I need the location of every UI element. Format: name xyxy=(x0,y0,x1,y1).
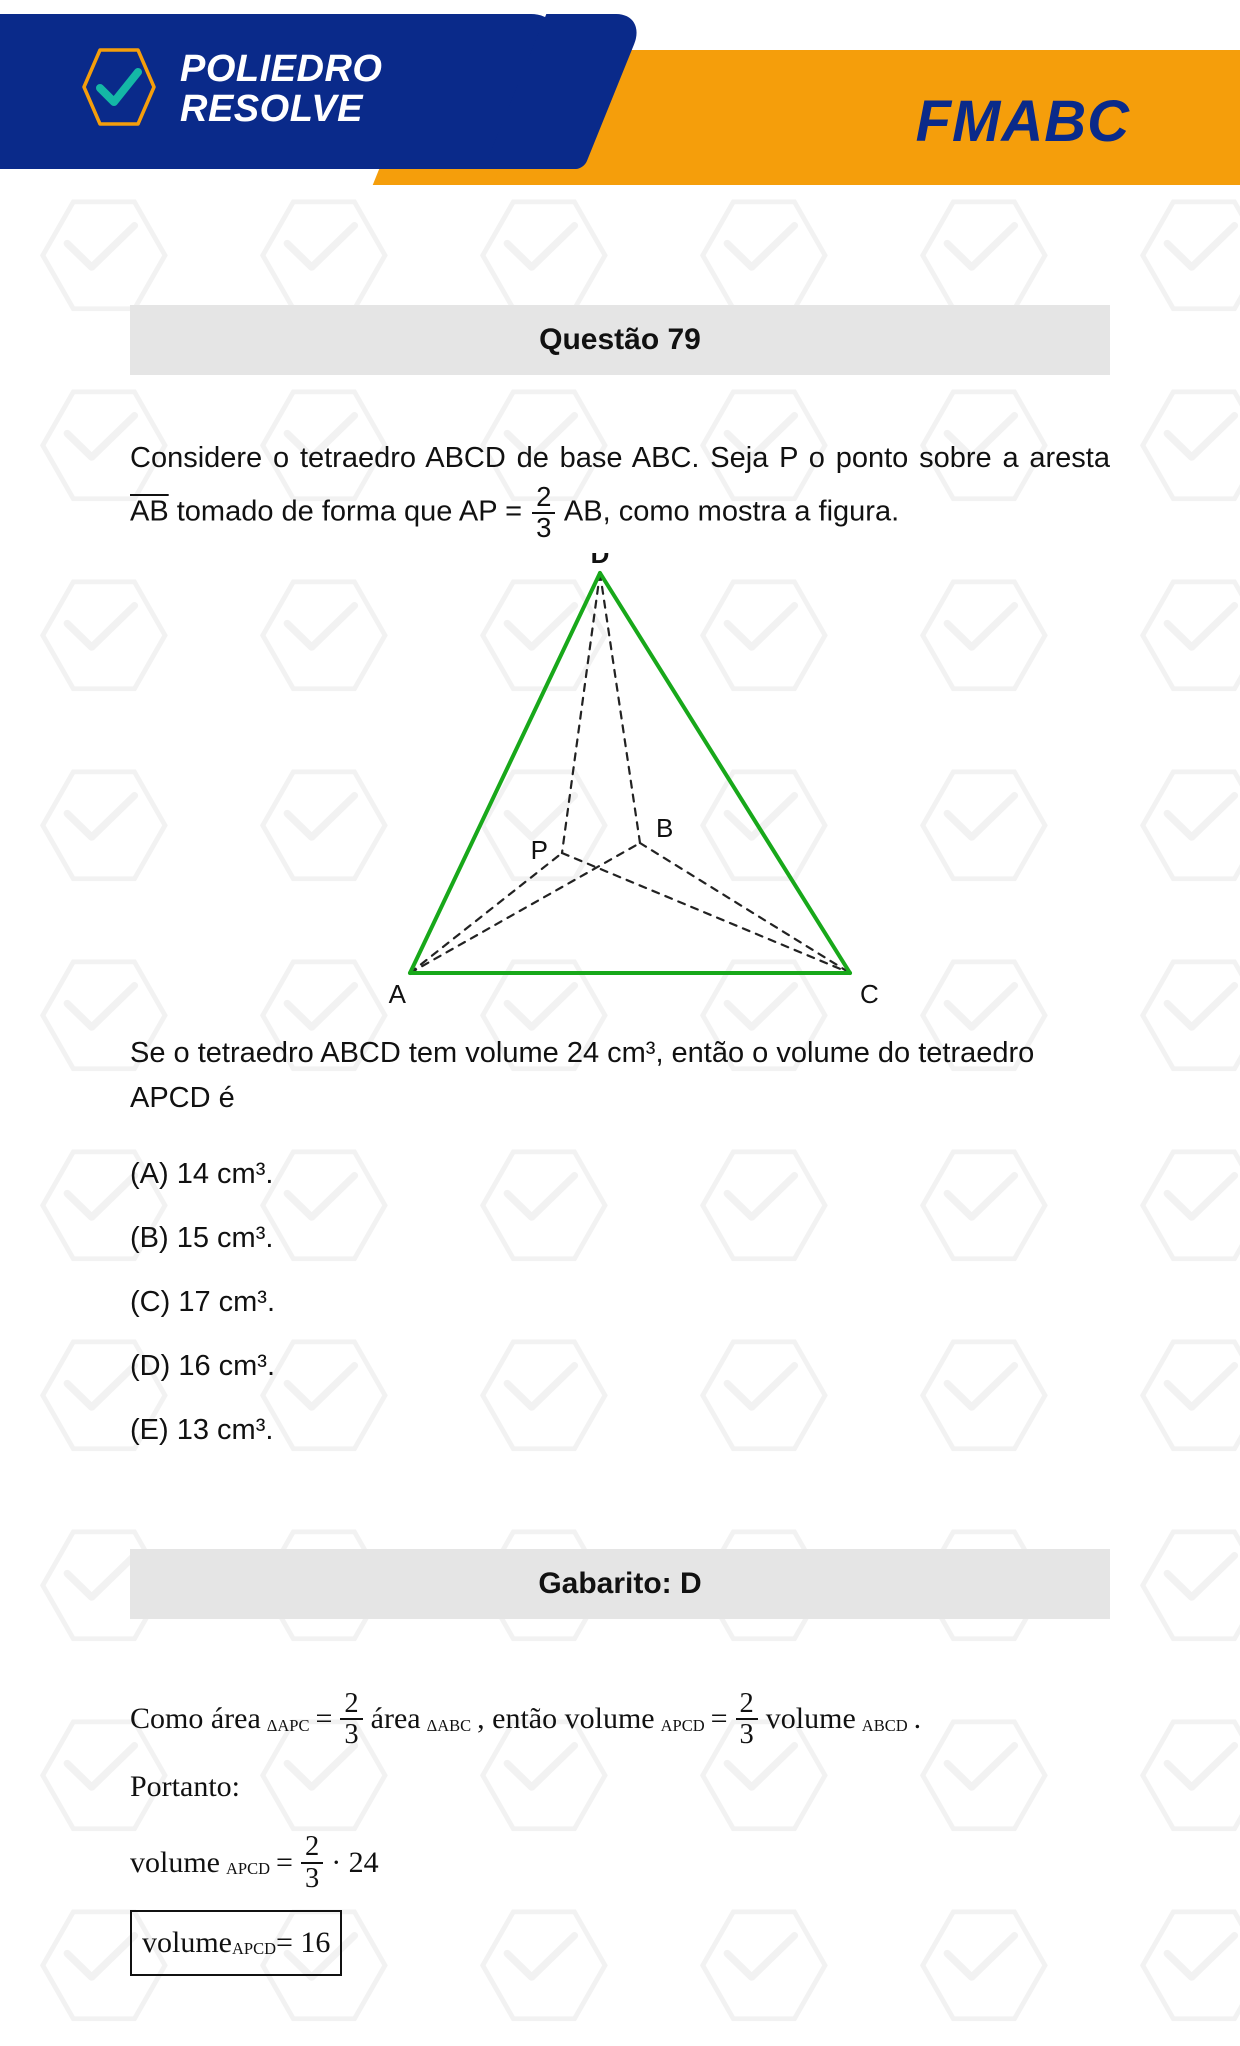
brand: POLIEDRO RESOLVE xyxy=(80,44,382,135)
sol1-eq1: = xyxy=(316,1692,333,1746)
option-c: (C) 17 cm³. xyxy=(130,1273,1110,1331)
sol1-eq2: = xyxy=(711,1692,728,1746)
sol1-f1d: 3 xyxy=(340,1720,362,1750)
q-text-2: tomado de forma que AP = xyxy=(177,495,530,527)
option-e: (E) 13 cm³. xyxy=(130,1401,1110,1459)
exam-title: FMABC xyxy=(916,88,1130,155)
q-frac-num: 2 xyxy=(532,483,555,514)
brand-line-2: RESOLVE xyxy=(180,90,382,130)
svg-text:C: C xyxy=(860,979,879,1009)
sol1-b: área xyxy=(371,1692,421,1746)
sol4-sub: APCD xyxy=(232,1934,276,1964)
brand-text: POLIEDRO RESOLVE xyxy=(180,50,382,130)
sol1-c: , então volume xyxy=(477,1692,654,1746)
content: Questão 79 Considere o tetraedro ABCD de… xyxy=(0,185,1240,2046)
option-d: (D) 16 cm³. xyxy=(130,1337,1110,1395)
sol3-frac: 2 3 xyxy=(301,1832,323,1894)
sol1-f2d: 3 xyxy=(736,1720,758,1750)
solution-line-1: Como áreaΔAPC = 2 3 áreaΔABC , então vol… xyxy=(130,1689,1110,1751)
brand-hexagon-check-icon xyxy=(80,44,158,135)
sol3-sub: APCD xyxy=(226,1854,270,1884)
sol1-e: volume xyxy=(766,1692,856,1746)
option-a-text: 14 cm³. xyxy=(177,1158,274,1190)
sol3-eq: = xyxy=(276,1836,293,1890)
q-segment-ab: AB xyxy=(130,495,169,527)
option-b: (B) 15 cm³. xyxy=(130,1209,1110,1267)
option-a: (A) 14 cm³. xyxy=(130,1145,1110,1203)
brand-line-1: POLIEDRO xyxy=(180,50,382,90)
sol1-sub2: ΔABC xyxy=(427,1711,472,1741)
solution-line-4: volumeAPCD = 16 xyxy=(130,1904,1110,1976)
sol4-a: volume xyxy=(142,1916,232,1970)
sol1-f1n: 2 xyxy=(340,1689,362,1721)
sol3-dot: · 24 xyxy=(331,1836,379,1890)
sol4-eq: = 16 xyxy=(276,1916,330,1970)
options-list: (A) 14 cm³. (B) 15 cm³. (C) 17 cm³. (D) … xyxy=(130,1145,1110,1459)
sol1-frac1: 2 3 xyxy=(340,1689,362,1751)
sol1-f: . xyxy=(914,1692,922,1746)
q-fraction: 2 3 xyxy=(532,483,555,543)
solution-line-2: Portanto: xyxy=(130,1760,1110,1814)
question-statement: Considere o tetraedro ABCD de base ABC. … xyxy=(130,435,1110,543)
page: POLIEDRO RESOLVE FMABC Questão 79 Consid… xyxy=(0,0,1240,2046)
sol3-a: volume xyxy=(130,1836,220,1890)
svg-text:A: A xyxy=(389,979,407,1009)
sol1-sub4: ABCD xyxy=(862,1711,908,1741)
option-e-text: 13 cm³. xyxy=(177,1414,274,1446)
sol1-f2n: 2 xyxy=(736,1689,758,1721)
question-after-figure: Se o tetraedro ABCD tem volume 24 cm³, e… xyxy=(130,1031,1110,1121)
q-frac-den: 3 xyxy=(532,514,555,543)
solution-block: Como áreaΔAPC = 2 3 áreaΔABC , então vol… xyxy=(130,1689,1110,1977)
solution-line-3: volumeAPCD = 2 3 · 24 xyxy=(130,1832,1110,1894)
q-text-1: Considere o tetraedro ABCD de base ABC. … xyxy=(130,442,1110,474)
sol3-fn: 2 xyxy=(301,1832,323,1864)
solution-boxed-result: volumeAPCD = 16 xyxy=(130,1910,342,1976)
sol1-a: Como área xyxy=(130,1692,261,1746)
answer-title-bar: Gabarito: D xyxy=(130,1549,1110,1619)
question-title-bar: Questão 79 xyxy=(130,305,1110,375)
sol3-fd: 3 xyxy=(301,1864,323,1894)
option-d-text: 16 cm³. xyxy=(178,1350,275,1382)
tetrahedron-diagram: D A B C P xyxy=(340,553,900,1013)
q-text-3: AB, como mostra a figura. xyxy=(564,495,899,527)
sol2: Portanto: xyxy=(130,1760,240,1814)
option-b-text: 15 cm³. xyxy=(177,1222,274,1254)
sol1-sub1: ΔAPC xyxy=(267,1711,310,1741)
figure-wrap: D A B C P xyxy=(130,553,1110,1013)
sol1-sub3: APCD xyxy=(661,1711,705,1741)
option-c-text: 17 cm³. xyxy=(178,1286,275,1318)
svg-text:B: B xyxy=(656,813,673,843)
svg-text:P: P xyxy=(531,835,548,865)
page-header: POLIEDRO RESOLVE FMABC xyxy=(0,0,1240,185)
sol1-frac2: 2 3 xyxy=(736,1689,758,1751)
svg-text:D: D xyxy=(591,553,610,569)
